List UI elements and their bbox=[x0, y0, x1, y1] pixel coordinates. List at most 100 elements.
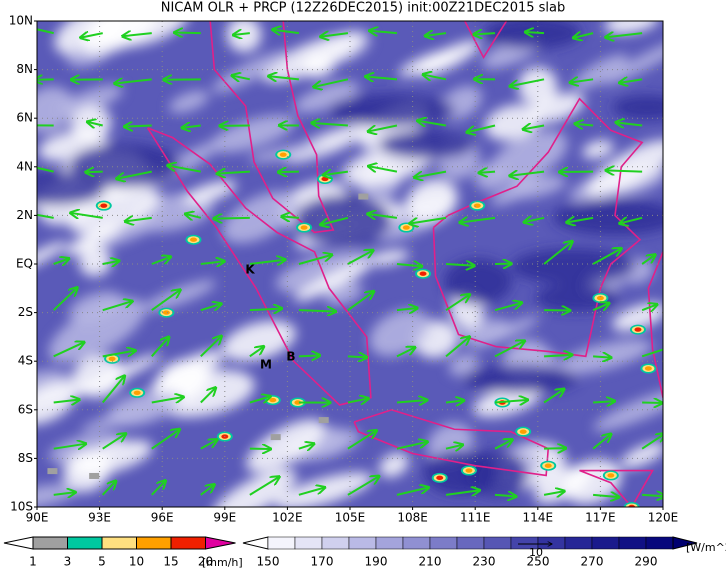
legend-swatch bbox=[646, 537, 673, 549]
lat-label: 2N bbox=[16, 208, 33, 222]
legend-swatch bbox=[403, 537, 430, 549]
lat-label: EQ bbox=[16, 257, 33, 271]
precip-cell bbox=[134, 391, 141, 395]
legend-swatch bbox=[619, 537, 646, 549]
lat-label: 6N bbox=[16, 111, 33, 125]
precip-cell bbox=[465, 468, 472, 472]
legend-swatch bbox=[349, 537, 376, 549]
legend-tick-label: 190 bbox=[365, 555, 388, 569]
wind-vector bbox=[281, 216, 299, 217]
light-precip bbox=[47, 468, 57, 474]
legend-swatch bbox=[565, 537, 592, 549]
lon-label: 108E bbox=[397, 511, 428, 525]
legend-swatch bbox=[457, 537, 484, 549]
wind-vector bbox=[213, 218, 249, 219]
precip-cell bbox=[403, 225, 410, 229]
legend-tick-label: 15 bbox=[163, 555, 178, 569]
wind-vector bbox=[473, 33, 495, 34]
legend-swatch bbox=[376, 537, 403, 549]
lon-label: 93E bbox=[88, 511, 111, 525]
place-label: K bbox=[245, 263, 255, 277]
legend-tick-label: 1 bbox=[29, 555, 37, 569]
map-field bbox=[0, 0, 694, 533]
legend-tick-label: 5 bbox=[98, 555, 106, 569]
precip-cell bbox=[436, 476, 443, 480]
light-precip bbox=[271, 434, 281, 440]
precip-cell bbox=[607, 473, 614, 477]
lon-label: 117E bbox=[585, 511, 616, 525]
place-label: M bbox=[260, 358, 272, 372]
lon-label: 111E bbox=[460, 511, 491, 525]
wind-vector bbox=[124, 125, 152, 126]
lon-label: 90E bbox=[26, 511, 49, 525]
legend-swatch bbox=[171, 537, 206, 549]
precip-cell bbox=[474, 203, 481, 207]
legend-swatch bbox=[295, 537, 322, 549]
precip-cell bbox=[645, 366, 652, 370]
wind-vector bbox=[642, 403, 662, 404]
lat-label: 4S bbox=[18, 354, 33, 368]
lon-label: 105E bbox=[335, 511, 366, 525]
legend-swatch bbox=[484, 537, 511, 549]
precip-cell bbox=[109, 357, 116, 361]
lat-label: 8N bbox=[16, 62, 33, 76]
wind-vector bbox=[479, 172, 495, 173]
lon-label: 114E bbox=[523, 511, 554, 525]
legend-arrow-low bbox=[243, 537, 268, 549]
title: NICAM OLR + PRCP (12Z26DEC2015) init:00Z… bbox=[161, 1, 566, 16]
legend-tick-label: 170 bbox=[311, 555, 334, 569]
wind-vector bbox=[525, 32, 544, 33]
lon-label: 120E bbox=[648, 511, 679, 525]
lat-label: 2S bbox=[18, 305, 33, 319]
legend-swatch bbox=[430, 537, 457, 549]
legend-tick-label: 290 bbox=[635, 555, 658, 569]
precip-cell bbox=[520, 429, 527, 433]
clear-sky bbox=[379, 130, 475, 159]
lon-label: 102E bbox=[272, 511, 303, 525]
wind-vector bbox=[642, 495, 665, 496]
legend-swatch bbox=[68, 537, 103, 549]
lon-label: 96E bbox=[151, 511, 174, 525]
wind-vector bbox=[299, 355, 320, 356]
precip-cell bbox=[163, 310, 170, 314]
clear-sky bbox=[463, 365, 578, 393]
legend-unit: [W/m^2] bbox=[686, 541, 726, 554]
legend-tick-label: 10 bbox=[129, 555, 144, 569]
wind-vector bbox=[174, 33, 201, 34]
wind-vector bbox=[593, 401, 615, 402]
wind-vector bbox=[85, 172, 102, 173]
legend-tick-label: 210 bbox=[419, 555, 442, 569]
lat-label: 6S bbox=[18, 402, 33, 416]
clear-sky bbox=[444, 259, 512, 305]
precip-cell bbox=[190, 238, 197, 242]
legend-swatch bbox=[137, 537, 172, 549]
wind-vector bbox=[544, 448, 566, 449]
clear-sky bbox=[511, 249, 635, 285]
precip-cell bbox=[420, 272, 427, 276]
clear-sky bbox=[294, 195, 392, 245]
wind-vector bbox=[593, 356, 611, 357]
precip-cell bbox=[301, 225, 308, 229]
wind-vector bbox=[299, 310, 336, 311]
legend-swatch bbox=[33, 537, 68, 549]
legend-tick-label: 150 bbox=[257, 555, 280, 569]
legend-arrow-low bbox=[4, 537, 33, 549]
reference-vector-label: 10 bbox=[529, 546, 543, 559]
precip-cell bbox=[100, 203, 107, 207]
precip-cell bbox=[269, 398, 276, 402]
light-precip bbox=[319, 417, 329, 423]
lat-label: 4N bbox=[16, 159, 33, 173]
legend-tick-label: 270 bbox=[581, 555, 604, 569]
clear-sky bbox=[612, 95, 682, 119]
legend-tick-label: 3 bbox=[64, 555, 72, 569]
light-precip bbox=[89, 473, 99, 479]
precip-cell bbox=[321, 177, 328, 181]
legend-swatch bbox=[322, 537, 349, 549]
legend-swatch bbox=[592, 537, 619, 549]
light-precip bbox=[358, 194, 368, 200]
legend-unit: [mm/h] bbox=[202, 556, 243, 569]
legend-tick-label: 230 bbox=[473, 555, 496, 569]
